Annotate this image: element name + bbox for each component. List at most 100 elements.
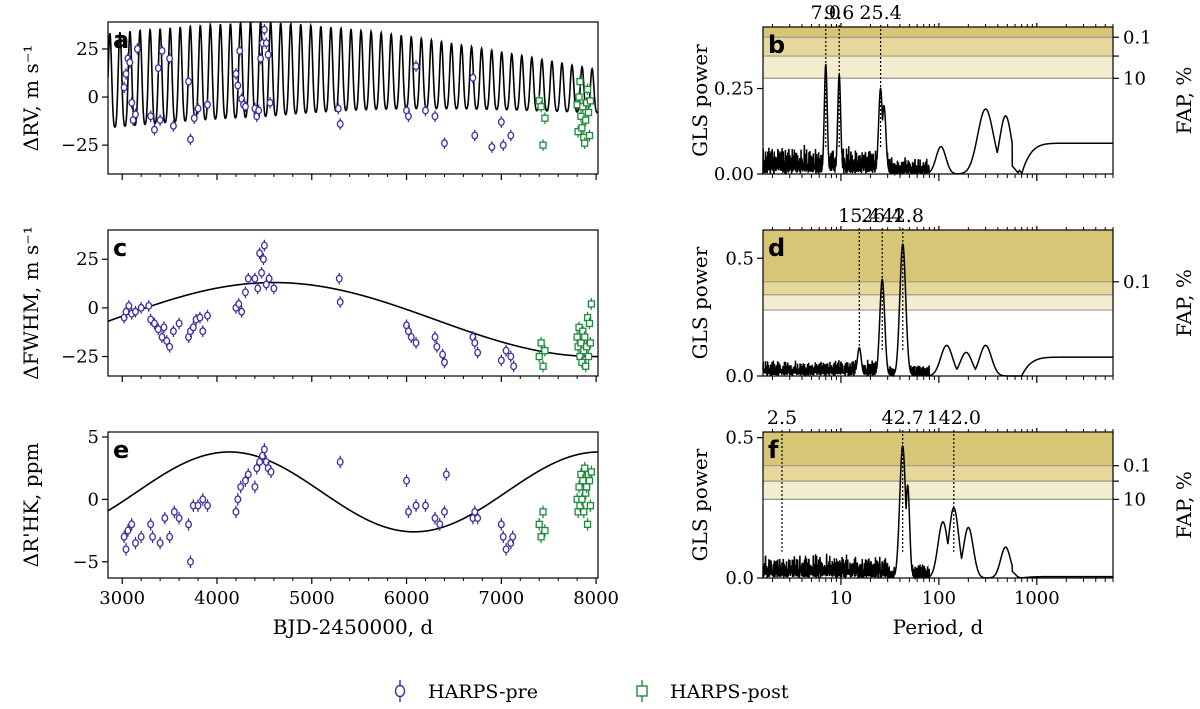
- data-point: [407, 333, 415, 342]
- data-point: [422, 106, 429, 115]
- data-point: [132, 307, 139, 316]
- data-point: [441, 139, 448, 148]
- panel-letter: a: [113, 26, 129, 54]
- data-point: [404, 112, 412, 121]
- fap-band: [763, 281, 1113, 295]
- data-point: [403, 476, 410, 485]
- y-tick-label: 0.0: [725, 568, 754, 589]
- legend: HARPS-pre HARPS-post: [394, 680, 789, 703]
- data-point: [150, 125, 158, 134]
- axes-frame: [107, 21, 599, 175]
- data-point: [194, 501, 202, 510]
- fap-band: [763, 56, 1113, 79]
- data-point: [431, 514, 439, 523]
- data-point: [442, 470, 450, 479]
- y-tick-label: 0.5: [725, 428, 754, 449]
- series-harps-post: [535, 461, 596, 544]
- data-point: [189, 323, 197, 332]
- data-point: [187, 135, 194, 144]
- axes-frame: [107, 431, 599, 579]
- data-point: [499, 532, 507, 541]
- data-point: [204, 501, 211, 510]
- data-point: [412, 338, 420, 347]
- model-curve: [108, 451, 598, 533]
- model-curve: [108, 281, 598, 358]
- y-tick-label: 0.0: [725, 366, 754, 387]
- data-point: [254, 284, 262, 293]
- data-point: [474, 348, 482, 357]
- periodogram-line: [762, 444, 1113, 581]
- data-point: [586, 339, 595, 347]
- model-curve: [108, 22, 598, 128]
- series-harps-post: [535, 298, 596, 373]
- data-point: [471, 338, 479, 347]
- y-tick-label: 0: [88, 87, 99, 108]
- y2-axis-label: FAP, %: [1172, 269, 1196, 337]
- panel-a: −25 0 25 a ΔRV, m s⁻¹: [19, 21, 599, 180]
- fap-band: [763, 432, 1113, 466]
- data-point: [232, 507, 240, 516]
- data-point: [582, 116, 590, 124]
- data-point: [537, 103, 545, 111]
- periodogram-line: [762, 63, 1113, 177]
- data-point: [122, 545, 130, 554]
- data-point: [166, 54, 174, 63]
- peak-label: 42.7: [882, 407, 924, 429]
- y-tick-label: 5: [88, 427, 99, 448]
- panel-f: 2.5 42.7 142.0 10 100 1000 0.0 0.5 0.1 10 f GLS pow…: [688, 407, 1196, 639]
- data-point: [149, 532, 156, 541]
- data-point: [256, 249, 264, 258]
- data-point: [267, 467, 275, 476]
- data-point: [336, 457, 344, 466]
- data-point: [170, 507, 178, 516]
- y2-tick-label: 10: [1123, 489, 1146, 510]
- data-point: [578, 358, 586, 367]
- peak-label: 15.4: [838, 205, 880, 227]
- data-point: [147, 112, 155, 121]
- peak-label: 9.6: [824, 2, 854, 24]
- data-point: [125, 301, 133, 310]
- data-point: [147, 520, 155, 529]
- y2-axis-label: FAP, %: [1172, 67, 1196, 135]
- y-tick-label: 0.25: [714, 79, 754, 100]
- data-point: [160, 323, 168, 332]
- data-point: [204, 100, 211, 109]
- data-point: [260, 445, 268, 454]
- data-point: [471, 131, 479, 140]
- y-tick-label: −25: [61, 347, 99, 368]
- data-point: [251, 274, 259, 283]
- y-tick-label: 25: [76, 39, 99, 60]
- data-point: [132, 110, 139, 119]
- y-axis-label: ΔR'HK, ppm: [19, 443, 43, 568]
- data-point: [586, 501, 595, 510]
- data-point: [244, 274, 252, 283]
- panel-letter: d: [768, 234, 785, 262]
- x-tick-label: 4000: [194, 588, 240, 609]
- data-point: [199, 495, 207, 504]
- data-point: [158, 46, 166, 55]
- x-axis-label: Period, d: [893, 615, 984, 639]
- data-point: [541, 114, 549, 122]
- data-point: [175, 514, 183, 523]
- data-point: [422, 501, 429, 510]
- data-point: [137, 532, 145, 541]
- data-point: [583, 520, 592, 528]
- data-point: [190, 114, 198, 123]
- data-point: [237, 482, 245, 491]
- data-point: [241, 288, 249, 297]
- y-axis-label: ΔFWHM, m s⁻¹: [19, 226, 43, 380]
- data-point: [507, 352, 515, 361]
- data-point: [120, 83, 128, 92]
- x-tick-label: 100: [922, 588, 956, 609]
- data-point: [154, 64, 162, 73]
- data-point: [537, 339, 545, 347]
- data-point: [497, 520, 505, 529]
- data-point: [441, 507, 448, 516]
- y-tick-label: 0: [88, 489, 99, 510]
- data-point: [232, 69, 240, 78]
- data-point: [578, 124, 586, 132]
- data-point: [334, 104, 342, 113]
- data-point: [145, 301, 153, 310]
- x-tick-label: 7000: [478, 588, 524, 609]
- data-point: [497, 118, 505, 127]
